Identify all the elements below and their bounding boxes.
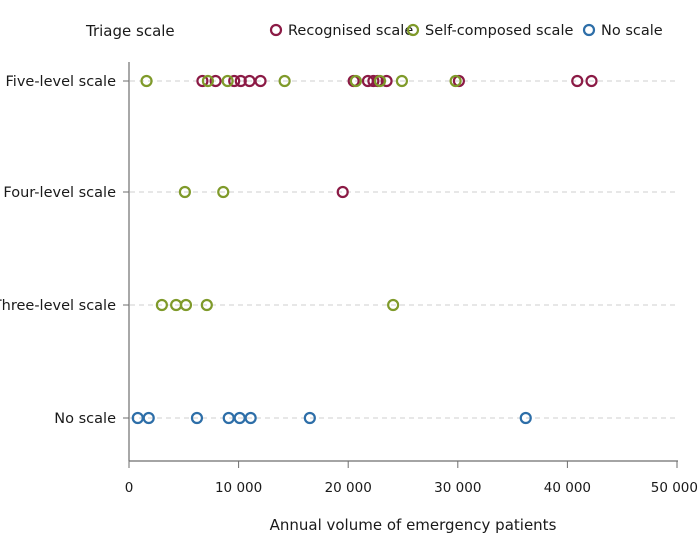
data-point [571,74,584,88]
data-point [200,298,213,312]
legend-marker [582,23,596,37]
data-point [349,74,362,88]
data-point [217,185,230,199]
data-point [395,74,409,88]
y-tick-label: No scale [54,411,116,427]
data-point [234,74,247,88]
data-point [367,74,380,88]
data-point [373,74,387,88]
legend-marker [406,23,420,37]
legend-item: No scale [582,23,663,39]
data-point [196,74,209,88]
x-tick-label: 40 000 [544,480,591,496]
data-point [303,411,316,425]
data-point [244,411,257,425]
x-tick-label: 50 000 [651,480,698,496]
y-tick-label: Five-level scale [6,74,117,90]
x-tick-label: 0 [125,480,134,496]
data-point [140,74,153,88]
x-axis-label: Annual volume of emergency patients [270,516,557,534]
data-point [387,298,400,312]
legend-label: Self-composed scale [425,23,573,39]
data-point [254,74,267,88]
data-point [178,185,191,199]
legend-item: Recognised scale [269,23,413,39]
legend-title: Triage scale [85,22,175,40]
legend-marker [269,23,283,37]
data-point [228,74,241,88]
legend-item: Self-composed scale [406,23,573,39]
x-tick-label: 10 000 [215,480,262,496]
x-tick-label: 20 000 [325,480,372,496]
legend-label: No scale [601,23,663,39]
data-point [336,185,349,199]
data-point [209,74,222,88]
legend-label: Recognised scale [288,23,413,39]
y-tick-label: Three-level scale [0,298,116,314]
y-tick-label: Four-level scale [3,185,116,201]
legend: Triage scale Recognised scale Self-compos… [85,22,663,40]
x-axis-ticks: 0 10 000 20 000 30 000 40 000 50 000 [125,461,698,496]
gridlines [130,80,677,419]
data-point [519,411,532,425]
data-point [380,74,393,88]
y-axis-ticks: Five-level scale Four-level scale Three-le… [0,74,129,427]
data-point [155,298,168,312]
data-point [190,411,204,425]
data-point [142,411,155,425]
x-tick-label: 30 000 [434,480,481,496]
data-point [278,74,291,88]
data-point [585,74,598,88]
data-point [201,74,215,88]
data-point [221,74,234,88]
data-point [449,74,462,88]
axes [128,62,678,462]
data-point [179,298,193,312]
data-points [131,74,598,425]
